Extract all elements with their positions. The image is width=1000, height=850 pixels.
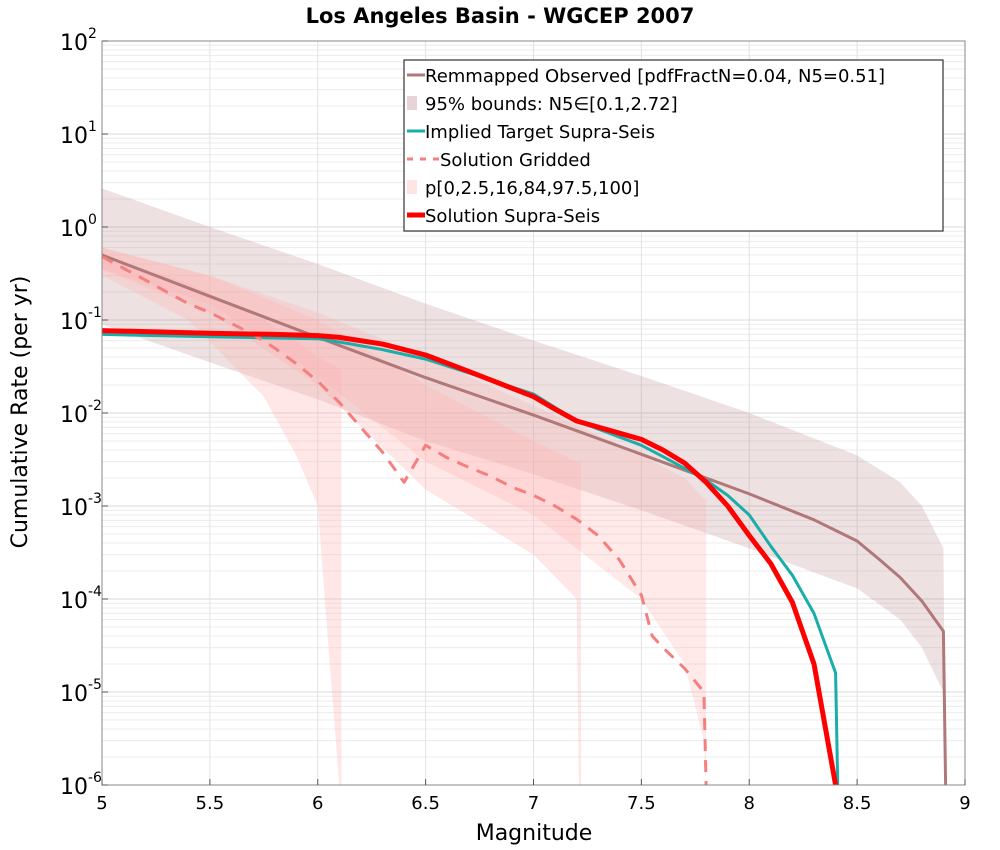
legend: Remmapped Observed [pdfFractN=0.04, N5=0… (403, 59, 944, 232)
y-tick-label: 102 (60, 26, 97, 56)
uncertainty-band (102, 255, 342, 785)
y-tick-label: 10-5 (60, 677, 102, 707)
x-tick-label: 6.5 (411, 793, 440, 814)
legend-label: Solution Gridded (440, 150, 591, 171)
series-line (101, 255, 708, 786)
series-line (101, 332, 840, 786)
x-tick-label: 9 (959, 793, 970, 814)
y-tick-label: 10-2 (60, 398, 102, 428)
x-tick-label: 5.5 (196, 793, 225, 814)
y-tick-label: 101 (60, 119, 97, 149)
y-tick-label: 10-6 (60, 770, 102, 800)
series-layer (101, 253, 948, 786)
legend-label: Remmapped Observed [pdfFractN=0.04, N5=0… (425, 66, 885, 87)
x-tick-label: 5 (96, 793, 107, 814)
legend-swatch (407, 96, 417, 110)
x-tick-label: 8.5 (843, 793, 872, 814)
x-tick-label: 7 (528, 793, 539, 814)
legend-label: p[0,2.5,16,84,97.5,100] (425, 178, 639, 199)
uncertainty-band (102, 247, 581, 786)
series-line (101, 253, 948, 786)
x-tick-label: 7.5 (627, 793, 656, 814)
x-tick-label: 8 (744, 793, 755, 814)
series-line (101, 328, 839, 786)
chart-title: Los Angeles Basin - WGCEP 2007 (306, 4, 695, 28)
legend-label: Solution Supra-Seis (425, 206, 600, 227)
x-axis-label: Magnitude (476, 821, 593, 846)
y-tick-label: 100 (60, 212, 97, 242)
legend-box (403, 59, 944, 232)
grid-layer (102, 41, 965, 786)
tick-layer: 5 5.5 6 6.5 7 7.5 8 8.5 9 10-6 10-5 10-4 10-3 10-2 10-… (60, 26, 971, 814)
legend-label: 95% bounds: N5∈[0.1,2.72] (425, 94, 678, 115)
y-axis-label: Cumulative Rate (per yr) (8, 276, 33, 549)
y-tick-label: 10-4 (60, 584, 102, 614)
x-tick-label: 6 (312, 793, 323, 814)
y-tick-label: 10-3 (60, 491, 102, 521)
legend-swatch (407, 180, 417, 194)
legend-label: Implied Target Supra-Seis (425, 122, 655, 143)
y-tick-label: 10-1 (60, 305, 102, 335)
